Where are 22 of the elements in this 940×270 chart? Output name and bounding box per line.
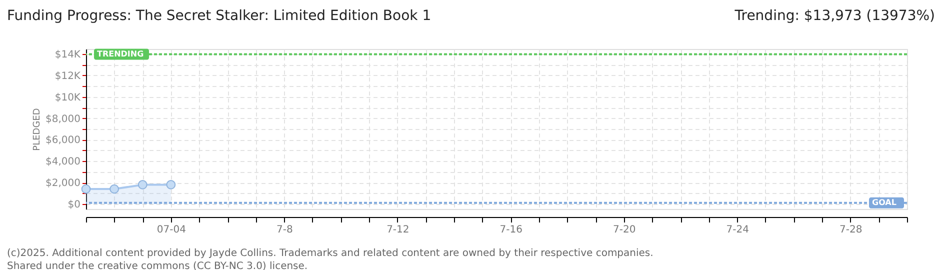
x-tick-label: 7-20	[613, 224, 636, 236]
x-tick-label: 07-04	[156, 224, 186, 236]
x-tick-label: 7-16	[500, 224, 523, 236]
y-tick-label: $0	[68, 200, 80, 210]
y-tick-label: $4,000	[46, 156, 80, 168]
x-tick-label: 7-24	[726, 224, 749, 236]
y-tick-label: $12K	[54, 70, 81, 82]
y-tick-label: $2,000	[46, 178, 80, 190]
text: (c)2025. Additional content provided by Jayde Collins. Trademarks and related content are owned by their respective companies.	[7, 248, 654, 259]
chart-title: Funding Progress: The Secret Stalker: Limited Edition Book 1	[7, 8, 432, 24]
text: Trending: $13,973 (13973%)	[734, 8, 935, 24]
x-tick-label: 7-8	[276, 224, 293, 236]
x-tick-label: 7-12	[386, 224, 410, 236]
y-axis-title: PLEDGED	[32, 108, 43, 151]
y-tick-label: $8,000	[46, 114, 80, 125]
y-tick-label: $6,000	[46, 135, 80, 146]
y-tick-label: $14K	[54, 50, 81, 60]
text: Shared under the creative commons (CC BY-NC 3.0) license.	[7, 261, 308, 270]
y-tick-label: $10K	[54, 92, 81, 104]
ref-line-label: GOAL	[872, 198, 896, 207]
ref-line-label: TRENDING	[97, 49, 144, 58]
x-tick-label: 7-28	[840, 224, 862, 236]
